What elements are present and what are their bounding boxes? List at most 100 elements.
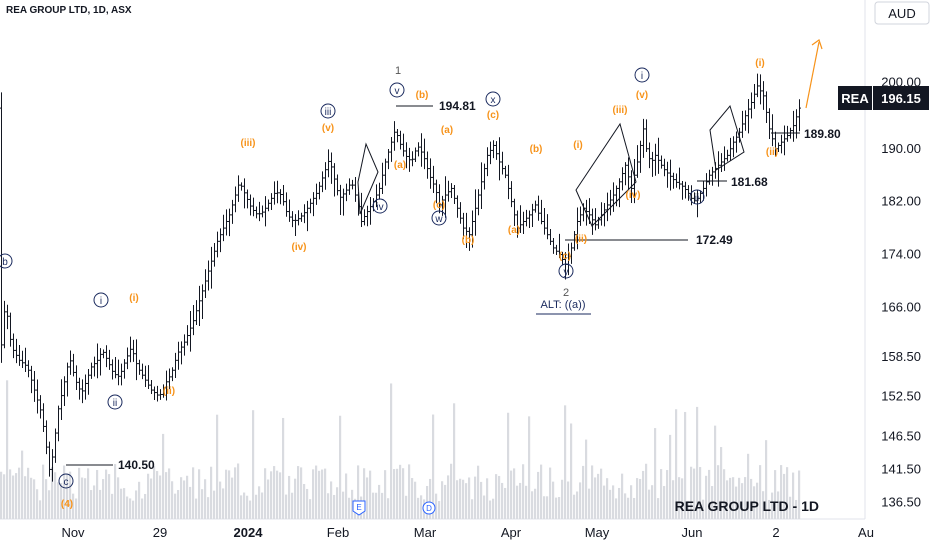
ohlc-bar xyxy=(93,356,96,377)
volume-bar xyxy=(303,483,306,519)
volume-bar xyxy=(75,498,78,519)
volume-bar xyxy=(519,482,522,519)
y-tick-label: 166.00 xyxy=(881,299,921,314)
volume-bar xyxy=(780,465,783,519)
volume-bar xyxy=(327,493,330,519)
ohlc-bar xyxy=(366,205,369,227)
volume-bar xyxy=(237,463,240,519)
ohlc-bar xyxy=(114,357,117,379)
ohlc-bar xyxy=(780,134,783,154)
volume-bar xyxy=(468,477,471,519)
volume-bar xyxy=(717,465,720,519)
volume-bar xyxy=(531,491,534,519)
wave-ii-b: (ii) xyxy=(575,234,587,245)
volume-bar xyxy=(99,489,102,519)
volume-bar xyxy=(696,406,699,519)
volume-bar xyxy=(621,473,624,519)
ohlc-bar xyxy=(663,158,666,177)
volume-bar xyxy=(120,488,123,519)
volume-bar xyxy=(69,471,72,519)
volume-bar xyxy=(474,476,477,519)
ohlc-bar xyxy=(708,169,711,185)
ohlc-bar xyxy=(240,182,243,191)
ohlc-bar xyxy=(303,204,306,224)
volume-bar xyxy=(84,478,87,519)
volume-bar xyxy=(204,479,207,519)
svg-text:i: i xyxy=(641,71,643,82)
volume-bar xyxy=(489,500,492,519)
volume-bar xyxy=(249,500,252,519)
ohlc-bar xyxy=(531,203,534,227)
x-axis[interactable]: Nov 29 2024 Feb Mar Apr May Jun 2 Au xyxy=(61,525,874,540)
ohlc-bar xyxy=(102,349,105,359)
ohlc-bar xyxy=(312,192,315,217)
volume-bar xyxy=(318,470,321,519)
volume-bar xyxy=(333,494,336,519)
ohlc-bar xyxy=(615,185,618,207)
ohlc-bar xyxy=(438,184,441,214)
wave-c-1: (c) xyxy=(433,200,445,211)
volume-bar xyxy=(60,482,63,519)
volume-bar xyxy=(510,470,513,519)
wave-v-b: (v) xyxy=(636,90,648,101)
volume-bar xyxy=(306,488,309,519)
ohlc-bar xyxy=(24,347,27,372)
volume-bar xyxy=(12,475,15,519)
volume-bar xyxy=(642,470,645,519)
wave-b-1: (b) xyxy=(416,90,429,101)
volume-bar xyxy=(114,464,117,519)
volume-bar xyxy=(672,480,675,519)
ohlc-bar xyxy=(6,304,9,330)
volume-bar xyxy=(684,411,687,519)
ohlc-bar xyxy=(612,182,615,212)
ohlc-bar xyxy=(534,200,537,213)
ohlc-bar xyxy=(213,242,216,267)
ohlc-bar xyxy=(516,210,519,238)
wave-b-3: (b) xyxy=(530,144,543,155)
svg-text:E: E xyxy=(356,503,361,512)
volume-bar xyxy=(315,465,318,519)
volume-bar xyxy=(516,485,519,519)
svg-text:v: v xyxy=(395,86,400,97)
currency-button[interactable]: AUD xyxy=(874,1,930,25)
volume-bar xyxy=(228,470,231,519)
earnings-event[interactable]: E xyxy=(352,500,366,516)
ohlc-bar xyxy=(123,359,126,379)
x-tick-label: Nov xyxy=(61,525,85,540)
volume-bar xyxy=(399,464,402,519)
ohlc-bar xyxy=(270,193,273,210)
ohlc-bar xyxy=(546,214,549,240)
ohlc-bar xyxy=(786,125,789,142)
volume-bar xyxy=(369,470,372,519)
volume-bar xyxy=(783,473,786,519)
event-markers[interactable]: E D xyxy=(352,500,436,516)
volume-bar xyxy=(699,467,702,519)
ohlc-bar xyxy=(351,179,354,190)
dividend-event[interactable]: D xyxy=(422,501,436,515)
volume-bar xyxy=(618,487,621,519)
volume-bar xyxy=(564,405,567,519)
ohlc-bar xyxy=(9,312,12,347)
ohlc-bar xyxy=(45,420,48,455)
volume-bar xyxy=(693,468,696,519)
volume-bar xyxy=(504,487,507,519)
volume-bar xyxy=(612,485,615,519)
volume-bar xyxy=(600,468,603,519)
volume-bar xyxy=(39,500,42,519)
ohlc-bar xyxy=(573,231,576,251)
x-tick-label: Au xyxy=(858,525,874,540)
ohlc-bar xyxy=(483,163,486,190)
volume-bar xyxy=(405,495,408,519)
ohlc-bar xyxy=(339,184,342,215)
x-tick-label: 2024 xyxy=(234,525,264,540)
volume-bar xyxy=(261,492,264,519)
symbol-title: REA GROUP LTD, 1D, ASX xyxy=(6,5,132,16)
volume-bar xyxy=(609,489,612,519)
volume-bar xyxy=(171,481,174,519)
ohlc-bar xyxy=(390,137,393,162)
wave-i-a: (i) xyxy=(129,293,138,304)
y-axis[interactable]: 210.00200.00190.00182.00174.00166.00158.… xyxy=(881,9,921,510)
y-tick-label: 190.00 xyxy=(881,141,921,156)
